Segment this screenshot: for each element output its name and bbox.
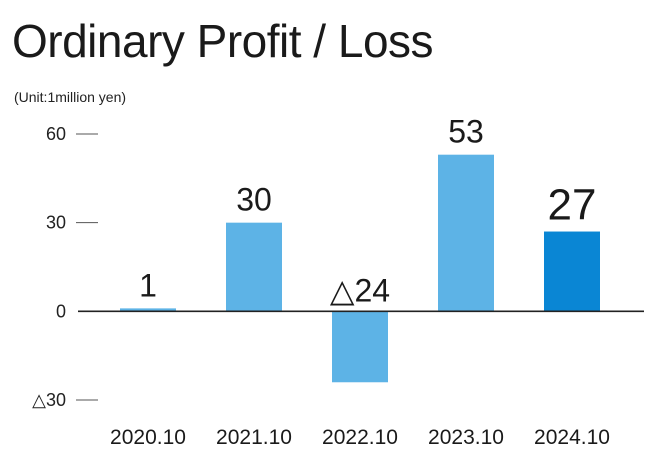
x-tick-label: 2021.10 (216, 426, 292, 449)
y-tick-label: 60 (46, 124, 66, 144)
data-label: △24 (330, 272, 390, 308)
x-tick-label: 2022.10 (322, 426, 398, 449)
x-tick-label: 2023.10 (428, 426, 504, 449)
x-tick-label: 2020.10 (110, 426, 186, 449)
y-tick-label: △30 (32, 390, 66, 410)
data-label: 53 (448, 114, 484, 150)
bar (226, 222, 282, 312)
bar (332, 311, 388, 383)
unit-label: (Unit:1million yen) (14, 89, 127, 105)
bars-group (120, 154, 600, 383)
y-tick-label: 0 (56, 301, 66, 321)
bar (120, 308, 176, 312)
y-tick-label: 30 (46, 213, 66, 233)
data-label: 27 (548, 181, 597, 230)
x-axis-labels: 2020.10 2021.10 2022.10 2023.10 2024.10 (110, 426, 610, 449)
data-label: 30 (236, 182, 272, 218)
bar (438, 154, 494, 312)
x-tick-label: 2024.10 (534, 426, 610, 449)
y-axis: 60 30 0 △30 (32, 124, 98, 410)
data-labels-group: 1 30 △24 53 27 (139, 114, 596, 309)
chart-title: Ordinary Profit / Loss (12, 15, 434, 67)
data-label: 1 (139, 267, 157, 303)
bar (544, 231, 600, 312)
